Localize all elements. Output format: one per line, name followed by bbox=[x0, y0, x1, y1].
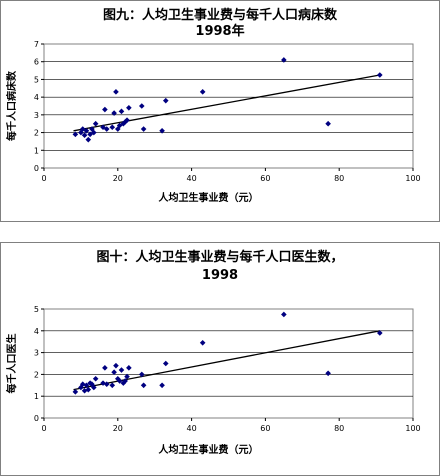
chart-2-data-point bbox=[140, 382, 147, 389]
chart-2-data-point bbox=[162, 360, 169, 367]
chart-1-x-tick-label: 40 bbox=[187, 174, 197, 183]
chart-1-data-point bbox=[102, 106, 108, 113]
chart-2-x-tick-label: 40 bbox=[187, 424, 197, 433]
chart-1-data-point bbox=[78, 129, 84, 136]
chart-1-y-tick-label: 4 bbox=[34, 93, 39, 102]
chart-2-data-point bbox=[325, 370, 331, 377]
chart-1-data-point bbox=[140, 126, 147, 132]
chart-1-subtitle: 1998年 bbox=[195, 24, 245, 39]
chart-1-data-point bbox=[281, 57, 287, 63]
chart-2-data-point bbox=[199, 339, 206, 346]
chart-2-data-point bbox=[78, 384, 84, 391]
chart-1-data-point bbox=[91, 129, 97, 136]
chart-1-data-point bbox=[376, 72, 383, 78]
chart-1-y-tick-label: 6 bbox=[34, 58, 39, 67]
chart-1-data-point bbox=[81, 132, 88, 139]
chart-2-data-point bbox=[124, 373, 130, 380]
chart-2-x-tick-label: 80 bbox=[334, 424, 344, 433]
chart-2-y-tick-label: 5 bbox=[34, 305, 39, 314]
chart-2-plot: 0 1 2 3 4 5 0 20 40 60 80 100 人均卫生事业费（元） 每千人口医生 bbox=[5, 305, 421, 456]
chart-2-data-point bbox=[83, 382, 90, 389]
chart-1-data-point bbox=[79, 126, 86, 132]
chart-1-data-point bbox=[199, 89, 206, 95]
chart-2-data-point bbox=[122, 378, 128, 384]
chart-1-data-point bbox=[138, 103, 145, 109]
chart-1-y-tick-label: 5 bbox=[34, 75, 39, 84]
chart-2-data-point bbox=[159, 382, 165, 389]
chart-1-y-tick-label: 3 bbox=[34, 111, 39, 120]
chart-2-plot-area bbox=[43, 308, 414, 419]
chart-panel-2: 图十：人均卫生事业费与每千人口医生数， 1998 0 1 2 3 4 5 0 20 40 60 80… bbox=[0, 242, 440, 476]
chart-2-y-tick-label: 2 bbox=[34, 370, 39, 379]
chart-2-data-point bbox=[85, 386, 92, 393]
chart-2-data-point bbox=[116, 378, 123, 384]
chart-1-title: 图九：人均卫生事业费与每千人口病床数 bbox=[102, 8, 337, 23]
chart-1-y-tick-label: 2 bbox=[34, 129, 39, 138]
chart-2-data-point bbox=[103, 381, 110, 388]
chart-1-data-point bbox=[103, 126, 110, 132]
chart-2-data-point bbox=[91, 384, 97, 391]
chart-1-data-point bbox=[111, 110, 117, 116]
chart-2-data-point bbox=[113, 362, 119, 369]
chart-2-x-tick-label: 60 bbox=[260, 424, 270, 433]
chart-1-y-tick-label: 1 bbox=[34, 146, 39, 155]
chart-1-data-point bbox=[113, 89, 119, 95]
chart-1-plot-area bbox=[43, 43, 414, 169]
chart-2-title: 图十：人均卫生事业费与每千人口医生数， bbox=[96, 250, 344, 265]
chart-1-data-point bbox=[72, 131, 79, 138]
chart-1-x-tick-label: 80 bbox=[334, 174, 344, 183]
chart-1-data-point bbox=[85, 136, 92, 143]
chart-2-y-tick-label: 4 bbox=[34, 327, 39, 336]
chart-2-y-axis-label: 每千人口医生 bbox=[5, 334, 18, 394]
chart-2-data-point bbox=[89, 381, 95, 388]
chart-1-data-point bbox=[159, 128, 165, 134]
chart-2-y-tick-label: 3 bbox=[34, 349, 39, 358]
chart-1-x-tick-label: 100 bbox=[405, 174, 420, 183]
chart-2-data-point bbox=[109, 382, 116, 389]
chart-1-y-tick-label: 7 bbox=[34, 40, 39, 49]
chart-1-data-point bbox=[126, 104, 132, 111]
chart-1-x-axis-label: 人均卫生事业费（元） bbox=[159, 191, 259, 204]
chart-1-y-tick-label: 0 bbox=[34, 164, 39, 173]
chart-2-y-tick-label: 0 bbox=[34, 414, 39, 423]
chart-2-data-point bbox=[72, 389, 79, 395]
chart-2-x-tick-label: 100 bbox=[405, 424, 420, 433]
chart-2-subtitle: 1998 bbox=[201, 268, 239, 283]
chart-2-x-axis-label: 人均卫生事业费（元） bbox=[159, 443, 259, 456]
chart-2-data-point bbox=[79, 381, 86, 388]
chart-2-x-tick-label: 0 bbox=[41, 424, 46, 433]
chart-1-data-point bbox=[89, 126, 95, 132]
chart-2-x-tick-label: 20 bbox=[113, 424, 123, 433]
chart-2-data-point bbox=[115, 375, 121, 382]
chart-2-data-point bbox=[118, 367, 125, 373]
chart-1-data-point bbox=[116, 122, 123, 129]
chart-2-data-point bbox=[138, 371, 145, 378]
chart-1-y-axis-label: 每千人口病床数 bbox=[5, 70, 18, 141]
chart-2-data-point bbox=[92, 375, 99, 382]
chart-1-x-tick-label: 60 bbox=[260, 174, 270, 183]
chart-1-data-point bbox=[83, 128, 90, 134]
chart-panel-1: 图九：人均卫生事业费与每千人口病床数 1998年 0 1 2 3 4 5 6 7 0 20 40 60… bbox=[0, 0, 440, 222]
chart-1-x-tick-label: 0 bbox=[41, 174, 46, 183]
chart-1-data-point bbox=[92, 120, 99, 127]
chart-1-x-tick-label: 20 bbox=[113, 174, 123, 183]
chart-2-data-point bbox=[111, 369, 117, 376]
chart-1-data-point bbox=[325, 120, 331, 127]
chart-1-data-point bbox=[118, 108, 125, 115]
chart-1-plot: 0 1 2 3 4 5 6 7 0 20 40 60 80 100 人均卫生事业费（元） 每千人口病床数 bbox=[5, 40, 421, 204]
chart-2-y-tick-label: 1 bbox=[34, 392, 39, 401]
chart-1-data-point bbox=[162, 97, 169, 104]
